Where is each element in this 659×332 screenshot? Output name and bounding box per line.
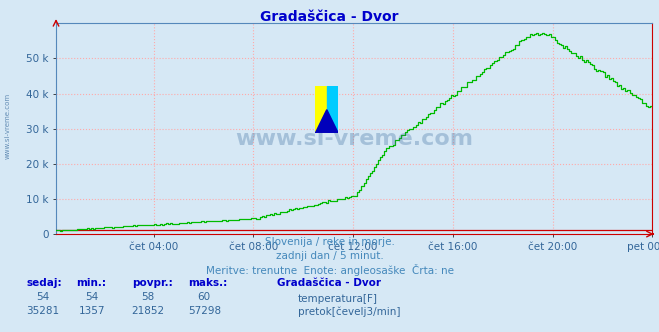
Text: Gradaščica - Dvor: Gradaščica - Dvor bbox=[277, 278, 381, 288]
Text: 60: 60 bbox=[198, 292, 211, 302]
Text: temperatura[F]: temperatura[F] bbox=[298, 294, 378, 304]
Text: 58: 58 bbox=[142, 292, 155, 302]
Text: min.:: min.: bbox=[76, 278, 106, 288]
Text: 21852: 21852 bbox=[132, 306, 165, 316]
Bar bbox=[327, 86, 338, 133]
Bar bbox=[316, 86, 327, 133]
Text: 54: 54 bbox=[36, 292, 49, 302]
Text: www.si-vreme.com: www.si-vreme.com bbox=[235, 129, 473, 149]
Text: 35281: 35281 bbox=[26, 306, 59, 316]
Text: Gradaščica - Dvor: Gradaščica - Dvor bbox=[260, 10, 399, 24]
Text: Slovenija / reke in morje.: Slovenija / reke in morje. bbox=[264, 237, 395, 247]
Text: 54: 54 bbox=[86, 292, 99, 302]
Text: 1357: 1357 bbox=[79, 306, 105, 316]
Polygon shape bbox=[316, 110, 338, 133]
Text: zadnji dan / 5 minut.: zadnji dan / 5 minut. bbox=[275, 251, 384, 261]
Text: povpr.:: povpr.: bbox=[132, 278, 173, 288]
Text: Meritve: trenutne  Enote: angleosaške  Črta: ne: Meritve: trenutne Enote: angleosaške Črt… bbox=[206, 264, 453, 276]
Text: pretok[čevelj3/min]: pretok[čevelj3/min] bbox=[298, 307, 401, 317]
Text: 57298: 57298 bbox=[188, 306, 221, 316]
Text: www.si-vreme.com: www.si-vreme.com bbox=[5, 93, 11, 159]
Text: maks.:: maks.: bbox=[188, 278, 227, 288]
Text: sedaj:: sedaj: bbox=[26, 278, 62, 288]
